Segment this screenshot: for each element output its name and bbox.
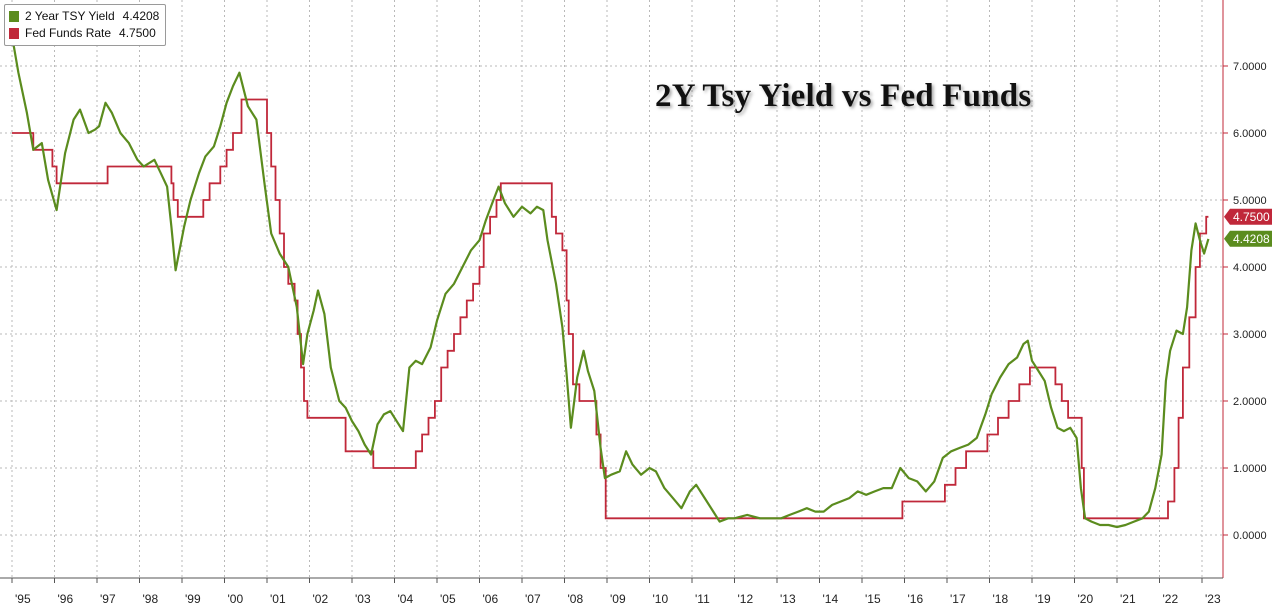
tsy-yield-line [10,35,1210,529]
legend: 2 Year TSY Yield 4.4208 Fed Funds Rate 4… [4,4,167,46]
x-tick-label: '10 [653,592,669,606]
x-tick-label: '01 [270,592,286,606]
y-tick-label: 3.0000 [1233,329,1267,341]
x-tick-label: '16 [908,592,924,606]
x-tick-label: '04 [398,592,414,606]
legend-item-tsy: 2 Year TSY Yield 4.4208 [9,8,159,25]
legend-swatch-fed-funds [9,28,19,39]
y-tick-label: 2.0000 [1233,396,1267,408]
legend-swatch-tsy [9,11,19,22]
x-tick-label: '17 [950,592,966,606]
gridlines [0,0,1223,578]
fed-funds-badge [1224,208,1272,225]
tsy-yield-series [10,35,1210,529]
x-tick-label: '00 [228,592,244,606]
x-tick-label: '97 [100,592,116,606]
x-tick-label: '12 [738,592,754,606]
y-tick-label: 6.0000 [1233,128,1267,140]
x-tick-label: '19 [1035,592,1051,606]
x-tick-label: '18 [993,592,1009,606]
x-tick-label: '15 [865,592,881,606]
y-tick-label: 7.0000 [1233,61,1267,73]
x-tick-label: '09 [610,592,626,606]
x-tick-label: '96 [58,592,74,606]
x-tick-label: '99 [185,592,201,606]
x-tick-label: '08 [568,592,584,606]
x-tick-label: '11 [695,592,710,606]
x-tick-label: '07 [525,592,541,606]
legend-label-tsy: 2 Year TSY Yield [25,9,115,23]
x-tick-label: '95 [15,592,31,606]
x-tick-label: '23 [1205,592,1221,606]
x-tick-label: '22 [1163,592,1179,606]
legend-label-fed-funds: Fed Funds Rate [25,26,112,40]
legend-item-fed-funds: Fed Funds Rate 4.7500 [9,25,159,42]
tsy-yield-badge-label: 4.4208 [1233,232,1270,246]
chart-title: 2Y Tsy Yield vs Fed Funds [655,78,1032,114]
x-tick-label: '03 [355,592,371,606]
x-tick-label: '02 [313,592,329,606]
y-tick-label: 4.0000 [1233,262,1267,274]
y-tick-label: 5.0000 [1233,195,1267,207]
tsy-yield-badge [1224,230,1272,247]
fed-funds-line [12,98,1209,520]
legend-value-fed-funds: 4.7500 [119,26,156,40]
y-tick-label: 0.0000 [1233,530,1267,542]
x-tick-label: '21 [1120,592,1136,606]
legend-value-tsy: 4.4208 [122,9,160,23]
y-tick-label: 1.0000 [1233,463,1267,475]
x-tick-label: '06 [483,592,499,606]
x-tick-label: '20 [1078,592,1094,606]
x-tick-label: '13 [780,592,796,606]
fed-funds-badge-label: 4.7500 [1233,210,1270,224]
last-value-badges: 4.7500 4.4208 [1224,208,1272,247]
x-tick-label: '05 [440,592,456,606]
fed-funds-series [12,98,1209,520]
x-tick-label: '14 [823,592,839,606]
x-tick-label: '98 [143,592,159,606]
